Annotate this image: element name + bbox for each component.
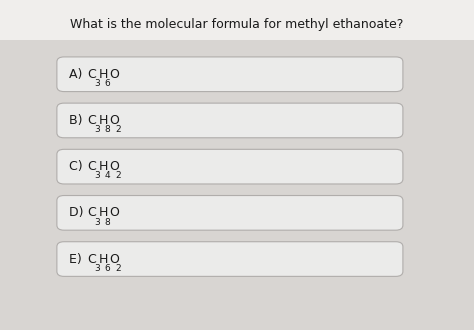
Text: D): D) (69, 206, 87, 219)
Text: 8: 8 (105, 125, 110, 134)
Text: A): A) (69, 68, 86, 81)
Text: 2: 2 (116, 264, 121, 273)
Text: O: O (109, 252, 119, 266)
Text: C: C (88, 114, 96, 127)
FancyBboxPatch shape (57, 242, 403, 277)
Bar (0, 0, 474, 40)
Text: C: C (88, 206, 96, 219)
FancyBboxPatch shape (57, 57, 403, 91)
Text: C): C) (69, 160, 86, 173)
FancyBboxPatch shape (57, 103, 403, 138)
Text: 3: 3 (94, 264, 100, 273)
Text: O: O (109, 68, 119, 81)
Text: What is the molecular formula for methyl ethanoate?: What is the molecular formula for methyl… (70, 18, 404, 31)
Text: C: C (88, 68, 96, 81)
Text: E): E) (69, 252, 85, 266)
Text: 3: 3 (94, 217, 100, 227)
Text: 3: 3 (94, 125, 100, 134)
Text: C: C (88, 252, 96, 266)
FancyBboxPatch shape (57, 195, 403, 230)
Text: 2: 2 (116, 125, 121, 134)
Text: 3: 3 (94, 79, 100, 88)
Text: 6: 6 (105, 264, 110, 273)
Text: O: O (109, 160, 119, 173)
Text: H: H (99, 68, 108, 81)
Text: 2: 2 (116, 171, 121, 181)
Text: O: O (109, 114, 119, 127)
Text: H: H (99, 252, 108, 266)
Text: H: H (99, 206, 108, 219)
Text: 4: 4 (105, 171, 110, 181)
Text: 3: 3 (94, 171, 100, 181)
Text: H: H (99, 160, 108, 173)
Text: 8: 8 (105, 217, 110, 227)
FancyBboxPatch shape (57, 149, 403, 184)
Text: 6: 6 (105, 79, 110, 88)
Text: C: C (88, 160, 96, 173)
Text: O: O (109, 206, 119, 219)
Text: B): B) (69, 114, 86, 127)
Text: H: H (99, 114, 108, 127)
